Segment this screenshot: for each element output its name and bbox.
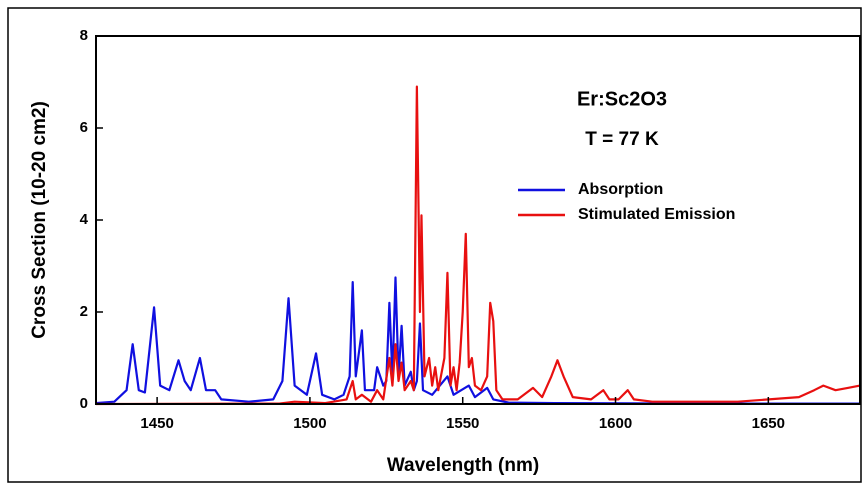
- data-line: [95, 85, 861, 406]
- x-tick-label: 1650: [752, 415, 785, 432]
- annotation: Er:Sc2O3: [577, 88, 667, 110]
- x-axis-label: Wavelength (nm): [387, 455, 539, 476]
- annotation: T = 77 K: [585, 129, 659, 150]
- x-tick-label: 1450: [140, 415, 173, 432]
- y-tick-label: 0: [80, 395, 88, 412]
- x-tick-label: 1600: [599, 415, 632, 432]
- plot-frame: [95, 35, 861, 405]
- legend-label: Absorption: [578, 181, 663, 198]
- y-tick-label: 6: [80, 119, 88, 136]
- legend-label: Stimulated Emission: [578, 206, 735, 223]
- y-tick-label: 2: [80, 303, 88, 320]
- x-tick-label: 1500: [293, 415, 326, 432]
- frame: [7, 7, 862, 483]
- y-tick-label: 8: [80, 27, 88, 44]
- data-line: [95, 276, 860, 405]
- x-tick-label: 1550: [446, 415, 479, 432]
- y-tick-label: 4: [80, 211, 89, 228]
- y-axis-label: Cross Section (10-20 cm2): [29, 101, 50, 339]
